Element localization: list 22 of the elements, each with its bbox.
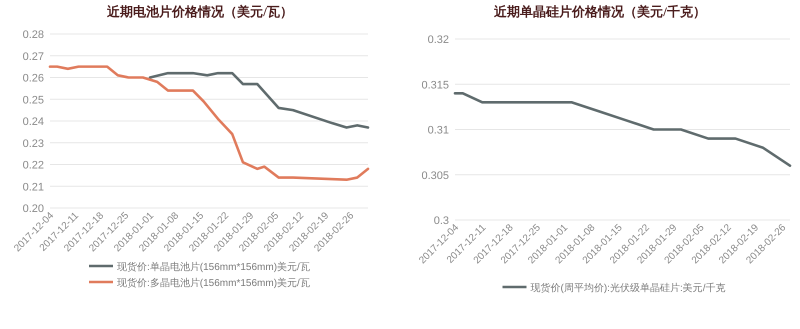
legend-label: 现货价(周平均价):光伏级单晶硅片:美元/千克 xyxy=(530,282,726,294)
y-tick-label: 0.315 xyxy=(421,79,449,92)
y-tick-label: 0.23 xyxy=(22,138,44,150)
y-tick-label: 0.25 xyxy=(22,94,44,106)
y-tick-label: 0.28 xyxy=(22,29,44,41)
y-tick-label: 0.305 xyxy=(421,170,449,182)
line-series xyxy=(48,65,370,182)
legend-label: 现货价:多晶电池片(156mm*156mm)美元/瓦 xyxy=(117,277,310,289)
y-tick-label: 0.24 xyxy=(22,116,44,128)
y-tick-label: 0.21 xyxy=(22,181,44,194)
y-tick-label: 0.27 xyxy=(22,50,44,63)
legend-label: 现货价:单晶电池片(156mm*156mm)美元/瓦 xyxy=(117,261,310,273)
line-series xyxy=(454,92,792,167)
y-tick-label: 0.31 xyxy=(428,124,449,136)
y-tick-label: 0.22 xyxy=(22,160,44,172)
y-tick-label: 0.3 xyxy=(434,215,449,227)
chart-title: 近期电池片价格情况（美元/瓦） xyxy=(106,4,293,19)
y-tick-label: 0.26 xyxy=(22,72,44,84)
y-tick-label: 0.32 xyxy=(428,34,449,46)
line-series xyxy=(148,72,370,129)
y-tick-label: 0.20 xyxy=(22,203,44,215)
chart-title: 近期单晶硅片价格情况（美元/千克） xyxy=(493,4,706,19)
